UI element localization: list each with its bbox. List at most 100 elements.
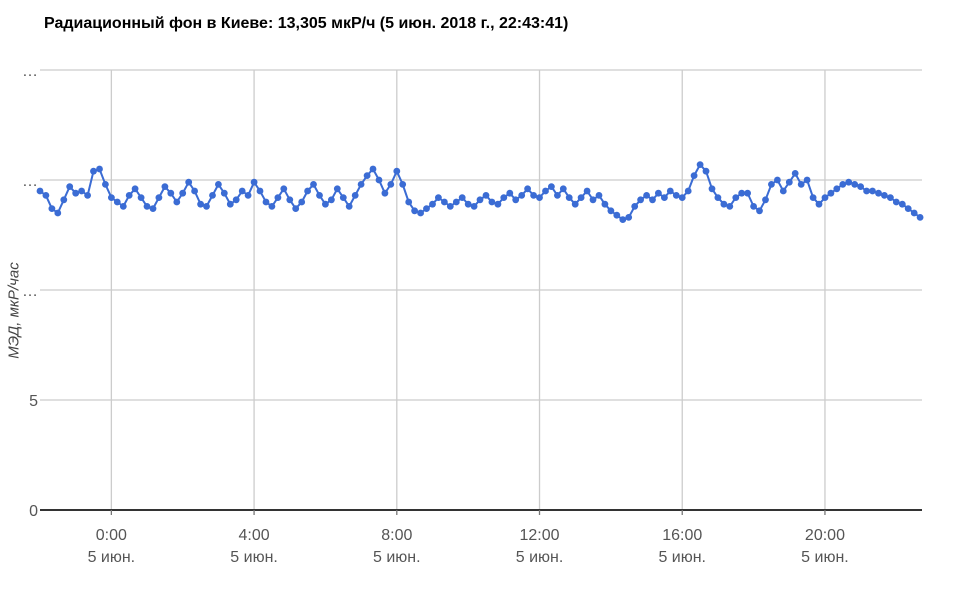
data-point[interactable] [316,192,323,199]
data-point[interactable] [530,192,537,199]
data-point[interactable] [833,185,841,193]
data-point[interactable] [881,192,888,199]
data-point[interactable] [405,198,413,206]
data-point[interactable] [643,192,650,199]
data-point[interactable] [399,181,407,188]
data-point[interactable] [458,194,466,202]
data-point[interactable] [119,203,127,210]
data-point[interactable] [512,196,520,204]
data-point[interactable] [274,194,282,202]
data-point[interactable] [619,216,627,224]
data-point[interactable] [78,187,85,195]
data-point[interactable] [892,198,900,206]
data-point[interactable] [280,185,288,193]
data-point[interactable] [298,198,306,206]
data-point[interactable] [518,192,526,199]
data-point[interactable] [506,189,514,197]
data-point[interactable] [678,194,686,202]
data-point[interactable] [363,172,371,180]
data-point[interactable] [369,165,377,173]
data-point[interactable] [304,187,311,195]
data-point[interactable] [613,211,621,219]
data-point[interactable] [785,178,793,186]
data-point[interactable] [827,189,835,197]
data-point[interactable] [357,181,365,188]
data-point[interactable] [322,200,329,208]
data-series[interactable] [36,161,924,224]
data-point[interactable] [161,183,169,191]
data-point[interactable] [542,187,549,195]
data-point[interactable] [839,181,847,188]
data-point[interactable] [744,189,751,197]
data-point[interactable] [197,200,205,208]
data-point[interactable] [179,189,187,197]
data-point[interactable] [441,198,448,206]
data-point[interactable] [500,194,508,202]
data-point[interactable] [577,194,585,202]
data-point[interactable] [732,194,740,202]
data-point[interactable] [910,209,918,217]
data-point[interactable] [851,181,859,188]
data-point[interactable] [381,189,389,197]
data-point[interactable] [238,187,246,195]
data-point[interactable] [36,187,44,195]
data-point[interactable] [601,200,609,208]
data-point[interactable] [209,192,216,199]
data-point[interactable] [904,205,912,213]
data-point[interactable] [631,203,639,210]
data-point[interactable] [738,189,746,197]
data-point[interactable] [595,192,603,199]
data-point[interactable] [328,196,335,204]
data-point[interactable] [821,194,829,202]
data-point[interactable] [66,183,74,191]
data-point[interactable] [108,194,115,202]
data-point[interactable] [666,187,674,195]
data-point[interactable] [869,187,876,195]
data-point[interactable] [774,176,781,184]
data-point[interactable] [339,194,347,202]
data-point[interactable] [143,203,151,210]
data-point[interactable] [565,194,573,202]
data-point[interactable] [113,198,121,206]
data-point[interactable] [232,196,240,204]
data-point[interactable] [191,187,199,195]
data-point[interactable] [583,187,591,195]
data-point[interactable] [464,200,472,208]
data-point[interactable] [887,194,894,202]
data-point[interactable] [102,181,109,188]
data-point[interactable] [661,194,668,202]
data-point[interactable] [524,185,531,193]
data-point[interactable] [714,194,722,202]
data-point[interactable] [690,172,698,180]
data-point[interactable] [244,192,252,199]
data-point[interactable] [185,178,193,186]
data-point[interactable] [649,196,656,204]
data-point[interactable] [215,181,222,188]
data-point[interactable] [916,214,924,221]
data-point[interactable] [702,167,710,175]
data-point[interactable] [452,198,460,206]
data-point[interactable] [857,183,864,191]
data-point[interactable] [476,196,484,204]
data-point[interactable] [708,185,716,193]
data-point[interactable] [791,170,799,177]
data-point[interactable] [797,181,805,188]
data-point[interactable] [863,187,870,195]
data-point[interactable] [310,181,317,188]
data-point[interactable] [155,194,163,202]
data-point[interactable] [48,205,56,213]
data-point[interactable] [809,194,817,202]
data-point[interactable] [131,185,139,193]
data-point[interactable] [375,176,383,184]
data-point[interactable] [173,198,181,206]
data-point[interactable] [494,200,502,208]
data-point[interactable] [589,196,597,204]
data-point[interactable] [286,196,294,204]
data-point[interactable] [571,200,579,208]
data-point[interactable] [750,203,757,210]
data-point[interactable] [423,205,430,213]
data-point[interactable] [226,200,234,208]
data-point[interactable] [54,209,62,217]
data-point[interactable] [72,189,80,197]
data-point[interactable] [779,187,787,195]
